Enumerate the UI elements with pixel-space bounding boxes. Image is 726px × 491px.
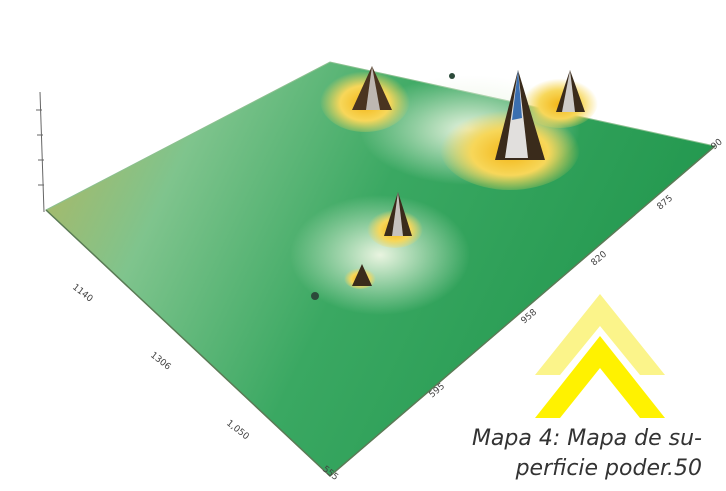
z-axis: [36, 91, 45, 213]
tick-label: 1140: [70, 282, 94, 304]
surface-edge: [45, 145, 716, 478]
caption-line: perficie poder.50: [515, 456, 702, 481]
tick-label: 90: [710, 137, 725, 152]
tick-label: 1,050: [224, 418, 251, 442]
peak-spike: [512, 70, 522, 120]
tick-label: 820: [590, 249, 610, 268]
caption-line: Mapa 4: Mapa de su-: [471, 426, 702, 451]
peak-dot: [311, 292, 319, 300]
tick-label: 1306: [148, 350, 172, 372]
figure-caption: Mapa 4: Mapa de su- perficie poder.50: [442, 424, 702, 484]
peak-dot: [449, 73, 455, 79]
chevron-up-icon: [535, 294, 665, 418]
halo-area: [290, 195, 470, 315]
peak-spike: [352, 264, 372, 286]
peak-spike: [392, 192, 403, 236]
peak-spike: [366, 66, 380, 110]
peak-spike: [562, 70, 575, 112]
tick-label: 875: [656, 194, 676, 213]
